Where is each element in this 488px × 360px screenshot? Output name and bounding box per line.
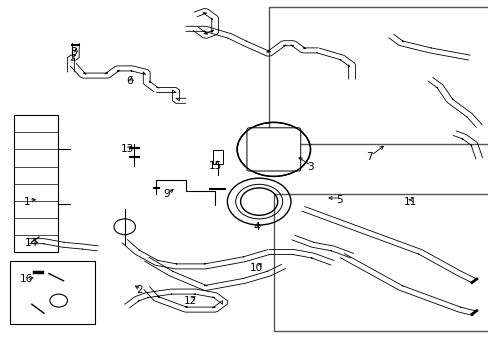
- Bar: [273, 194, 488, 331]
- Text: 6: 6: [126, 76, 133, 86]
- Text: 3: 3: [306, 162, 313, 172]
- Text: 2: 2: [136, 285, 142, 295]
- FancyBboxPatch shape: [246, 128, 300, 171]
- Bar: [14, 115, 58, 252]
- Bar: [268, 7, 488, 144]
- Bar: [10, 261, 95, 324]
- Text: 5: 5: [336, 195, 343, 205]
- Text: 7: 7: [365, 152, 372, 162]
- Text: 8: 8: [70, 47, 77, 57]
- Text: 4: 4: [253, 222, 260, 232]
- Text: 9: 9: [163, 189, 169, 199]
- Text: 15: 15: [208, 161, 222, 171]
- Text: 12: 12: [183, 296, 197, 306]
- Bar: [212, 150, 223, 164]
- Text: 13: 13: [120, 144, 134, 154]
- Text: 1: 1: [23, 197, 30, 207]
- Text: 14: 14: [25, 238, 39, 248]
- Text: 11: 11: [403, 197, 417, 207]
- Text: 10: 10: [250, 263, 263, 273]
- Text: 16: 16: [20, 274, 34, 284]
